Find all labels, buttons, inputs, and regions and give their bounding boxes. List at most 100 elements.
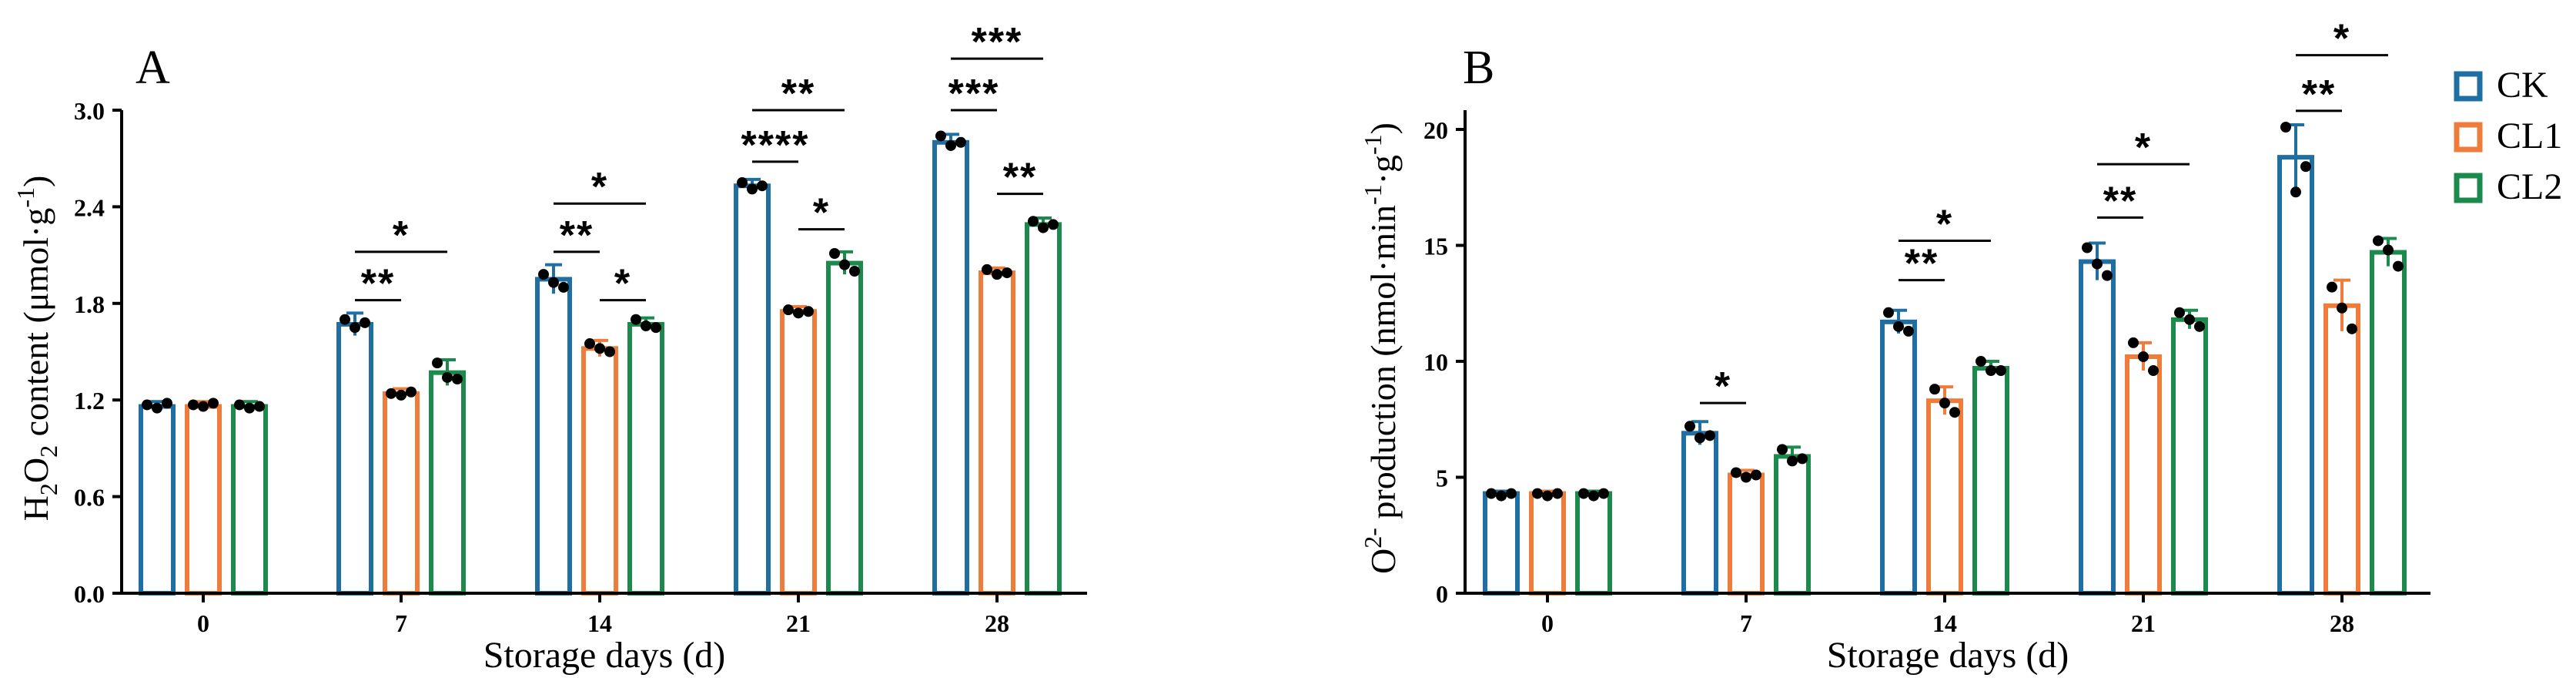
significance-label: *	[591, 165, 608, 210]
data-point	[1598, 488, 1609, 499]
x-tick-label: 14	[587, 609, 612, 637]
data-point	[396, 389, 406, 401]
significance-label: *	[1715, 364, 1731, 409]
x-tick-label: 28	[985, 609, 1009, 637]
data-point	[1684, 421, 1695, 432]
data-point	[1777, 444, 1788, 455]
data-point	[737, 177, 748, 189]
y-axis-title: H2O2 content (μmol·g-1)	[12, 176, 62, 522]
significance-label: *	[614, 262, 631, 307]
data-point	[142, 399, 152, 411]
y-tick-label: 5	[1436, 465, 1448, 492]
data-point	[1797, 453, 1808, 465]
x-ticks: 0 7 14 21 28	[1541, 593, 2354, 637]
bar-cl1-28	[979, 270, 1015, 596]
x-tick-label: 28	[2330, 609, 2354, 637]
y-tick-label: 2.4	[74, 193, 105, 221]
x-tick-label: 0	[1541, 609, 1554, 637]
significance-label: *	[2333, 17, 2350, 62]
data-point	[2373, 235, 2384, 247]
significance-label: *	[1936, 202, 1953, 247]
x-axis-title: Storage days (d)	[483, 635, 726, 676]
legend-swatch-ck	[2454, 71, 2483, 102]
data-point	[2194, 320, 2205, 332]
data-point	[244, 402, 255, 414]
bar-cl2-14	[1972, 366, 2009, 596]
significance-label: **	[1003, 156, 1037, 200]
data-point	[839, 259, 850, 270]
bar-ck-7	[336, 321, 373, 596]
bar-cl1-28	[2323, 303, 2360, 596]
data-point	[1532, 488, 1543, 499]
data-point	[1996, 365, 2006, 377]
panel-b-marks: **********	[1483, 17, 2407, 596]
data-point	[1486, 488, 1497, 499]
data-point	[1751, 469, 1761, 481]
data-point	[2174, 307, 2185, 318]
data-point	[1694, 432, 1705, 444]
data-point	[1578, 488, 1589, 499]
bar-ck-7	[1681, 431, 1718, 596]
data-point	[1506, 488, 1517, 499]
data-point	[1939, 398, 1950, 409]
data-point	[548, 277, 559, 288]
bar-cl1-0	[1529, 491, 1566, 596]
data-point	[2337, 302, 2347, 314]
bar-cl2-7	[1774, 454, 1811, 596]
bar-ck-14	[1880, 319, 1917, 596]
data-point	[935, 130, 946, 142]
data-point	[2184, 314, 2195, 325]
bar-cl2-7	[429, 370, 466, 596]
significance-label: ***	[972, 20, 1023, 65]
data-point	[162, 398, 172, 409]
data-point	[631, 314, 641, 325]
data-point	[538, 269, 549, 280]
panel-a: A *** ******************* 0.00.61.21.82.4…	[12, 20, 1087, 676]
legend-item-cl1: CL1	[2454, 116, 2562, 156]
data-point	[2280, 121, 2291, 133]
data-point	[2383, 244, 2394, 256]
data-point	[1975, 356, 1986, 367]
data-point	[992, 269, 1002, 280]
significance-label: **	[2103, 179, 2137, 223]
data-point	[584, 338, 595, 350]
bar-cl1-14	[1926, 398, 1963, 596]
data-point	[2102, 270, 2113, 281]
bar-cl1-0	[185, 404, 222, 596]
y-tick-label: 15	[1423, 233, 1448, 260]
x-tick-label: 0	[197, 609, 209, 637]
bar-ck-0	[1483, 491, 1520, 596]
data-point	[386, 388, 396, 399]
data-point	[2092, 258, 2103, 270]
y-tick-label: 1.2	[74, 387, 105, 414]
data-point	[1741, 471, 1751, 483]
data-point	[1787, 455, 1798, 467]
y-ticks: 0.0 0.6 1.2 1.8 2.4 3.0	[74, 97, 122, 608]
bar-ck-28	[932, 139, 969, 596]
significance-label: **	[560, 213, 594, 258]
bar-cl2-0	[231, 404, 268, 596]
data-point	[1038, 222, 1049, 233]
data-point	[198, 401, 209, 412]
data-point	[1496, 490, 1507, 502]
data-point	[1542, 490, 1553, 502]
significance-label: *	[813, 191, 830, 236]
data-point	[1048, 219, 1059, 230]
data-point	[1986, 365, 1996, 377]
data-point	[1731, 467, 1741, 478]
bar-cl1-14	[581, 346, 618, 596]
panel-label-a: A	[135, 42, 170, 94]
bar-cl1-21	[2125, 354, 2162, 596]
data-point	[945, 139, 956, 151]
bar-ck-28	[2277, 155, 2314, 596]
data-point	[1588, 490, 1599, 502]
data-point	[452, 374, 463, 385]
data-point	[2148, 365, 2159, 377]
data-point	[1929, 384, 1940, 395]
data-point	[1028, 216, 1039, 227]
legend-swatch-cl1	[2454, 122, 2483, 153]
data-point	[594, 343, 605, 354]
data-point	[1552, 488, 1563, 499]
